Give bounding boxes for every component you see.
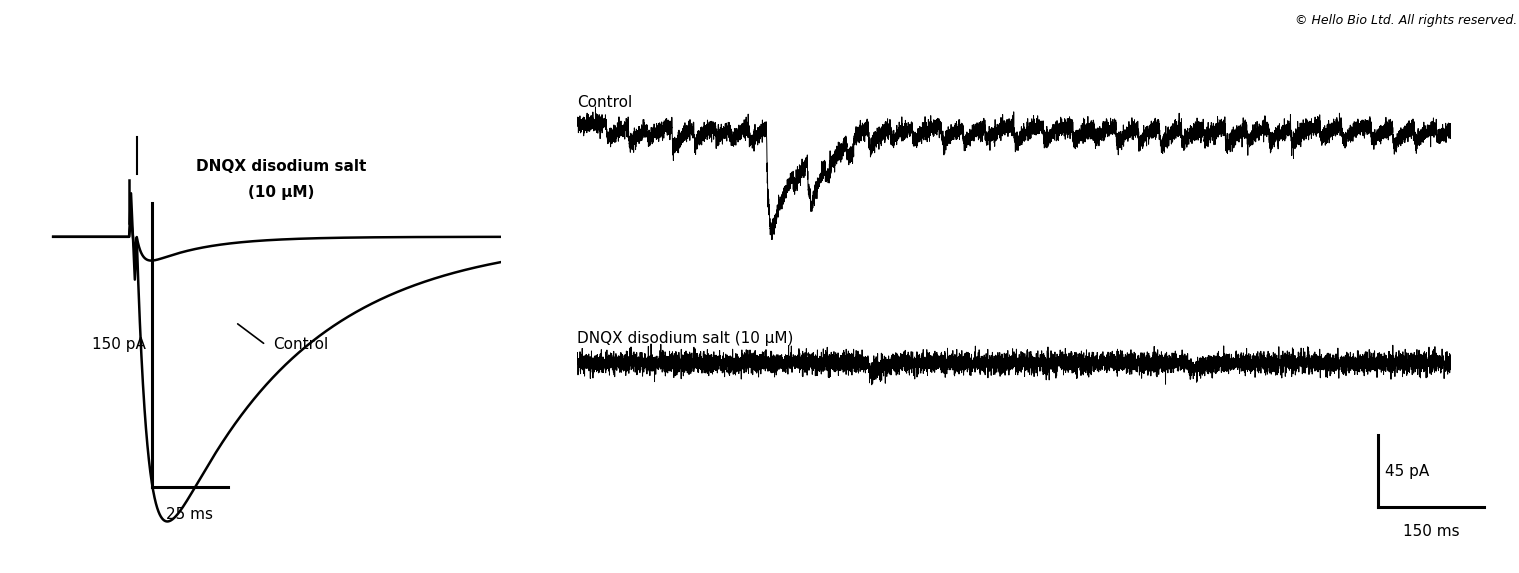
Text: Control: Control (577, 95, 632, 110)
Text: 150 pA: 150 pA (93, 337, 146, 352)
Text: 25 ms: 25 ms (167, 507, 213, 522)
Text: 150 ms: 150 ms (1402, 524, 1460, 539)
Text: 45 pA: 45 pA (1385, 464, 1429, 479)
Text: DNQX disodium salt: DNQX disodium salt (196, 159, 366, 174)
Text: DNQX disodium salt (10 μM): DNQX disodium salt (10 μM) (577, 331, 793, 346)
Text: (10 μM): (10 μM) (248, 185, 314, 200)
Text: © Hello Bio Ltd. All rights reserved.: © Hello Bio Ltd. All rights reserved. (1296, 14, 1517, 28)
Text: Control: Control (273, 337, 328, 352)
